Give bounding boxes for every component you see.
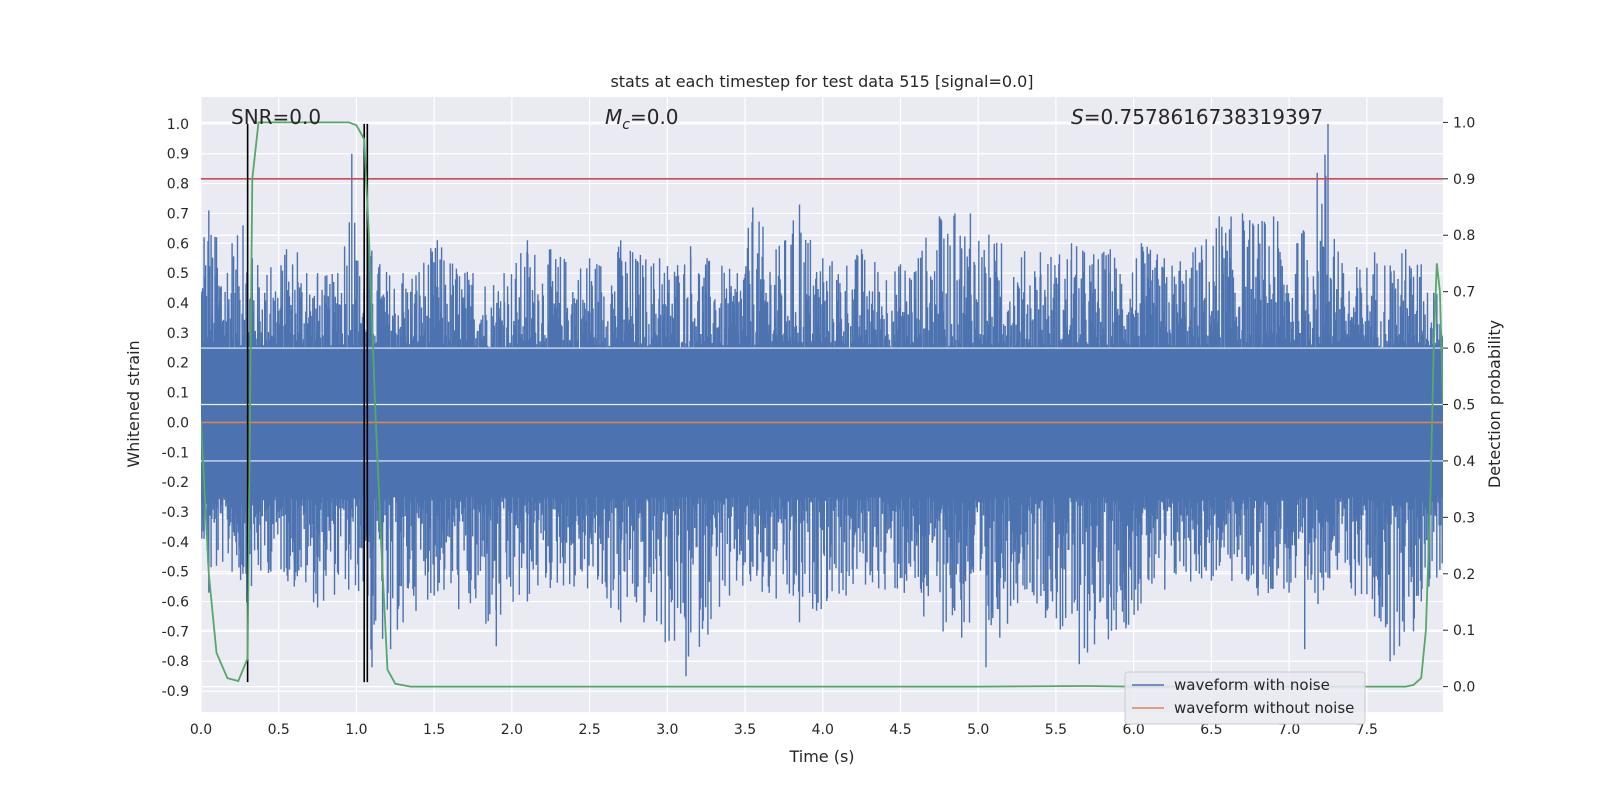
y-tick-label-right: 1.0 (1453, 115, 1475, 131)
x-tick-label: 5.0 (967, 722, 989, 738)
y-tick-label-left: 0.3 (167, 326, 189, 342)
y-tick-label-right: 0.2 (1453, 567, 1475, 583)
y-tick-label-right: 0.3 (1453, 510, 1475, 526)
y-tick-label-left: -0.7 (162, 624, 189, 640)
y-tick-label-left: -0.1 (162, 445, 189, 461)
y-tick-label-left: 0.2 (167, 356, 189, 372)
x-tick-label: 2.5 (578, 722, 600, 738)
y-axis-label-left: Whitened strain (124, 340, 143, 467)
y-tick-label-left: 1.0 (167, 117, 189, 133)
x-tick-label: 7.0 (1278, 722, 1300, 738)
score-annotation: S=0.7578616738319397 (1071, 105, 1323, 129)
y-tick-label-right: 0.7 (1453, 285, 1475, 301)
x-tick-label: 6.5 (1200, 722, 1222, 738)
x-tick-label: 5.5 (1045, 722, 1067, 738)
legend-box (1124, 671, 1366, 725)
legend-label-with-noise: waveform with noise (1174, 676, 1330, 694)
chirp-mass-annotation: Mc=0.0 (605, 105, 679, 133)
y-tick-label-left: 0.1 (167, 386, 189, 402)
y-tick-label-left: -0.6 (162, 595, 189, 611)
x-tick-label: 3.0 (656, 722, 678, 738)
snr-annotation: SNR=0.0 (231, 105, 321, 129)
y-tick-label-left: -0.3 (162, 505, 189, 521)
x-tick-label: 2.0 (501, 722, 523, 738)
x-tick-label: 7.5 (1356, 722, 1378, 738)
x-tick-label: 4.0 (812, 722, 834, 738)
y-tick-label-left: -0.9 (162, 684, 189, 700)
y-tick-label-right: 0.8 (1453, 228, 1475, 244)
line-series (201, 121, 1443, 688)
legend-label-without-noise: waveform without noise (1174, 699, 1354, 717)
x-tick-label: 0.0 (190, 722, 212, 738)
x-tick-label: 4.5 (889, 722, 911, 738)
x-tick-label: 6.0 (1123, 722, 1145, 738)
x-tick-label: 1.0 (345, 722, 367, 738)
x-tick-label: 1.5 (423, 722, 445, 738)
y-tick-label-left: 0.9 (167, 147, 189, 163)
y-tick-label-left: -0.5 (162, 565, 189, 581)
y-tick-label-left: 0.8 (167, 177, 189, 193)
y-tick-label-right: 0.9 (1453, 172, 1475, 188)
y-tick-label-left: 0.5 (167, 266, 189, 282)
y-tick-label-left: -0.2 (162, 475, 189, 491)
chart-title: stats at each timestep for test data 515… (610, 72, 1033, 91)
y-tick-label-right: 0.4 (1453, 454, 1475, 470)
y-tick-label-left: 0.7 (167, 206, 189, 222)
y-axis-label-right: Detection probability (1485, 320, 1504, 488)
y-tick-label-right: 0.0 (1453, 680, 1475, 696)
y-tick-label-right: 0.5 (1453, 398, 1475, 414)
x-tick-label: 0.5 (268, 722, 290, 738)
y-tick-label-right: 0.1 (1453, 623, 1475, 639)
x-axis-label: Time (s) (788, 747, 854, 766)
y-tick-label-left: 0.6 (167, 236, 189, 252)
legend: waveform with noise waveform without noi… (1124, 671, 1366, 725)
y-tick-label-right: 0.6 (1453, 341, 1475, 357)
y-tick-label-left: 0.4 (167, 296, 189, 312)
detection-probability-line (201, 121, 1443, 688)
y-tick-label-left: -0.8 (162, 654, 189, 670)
tick-labels: 0.0 0.5 1.0 1.5 2.0 2.5 3.0 3.5 4.0 4.5 5.0 5.5 6.0 6… (162, 115, 1476, 738)
x-tick-label: 3.5 (734, 722, 756, 738)
y-tick-label-left: 0.0 (167, 415, 189, 431)
y-tick-label-left: -0.4 (162, 535, 189, 551)
